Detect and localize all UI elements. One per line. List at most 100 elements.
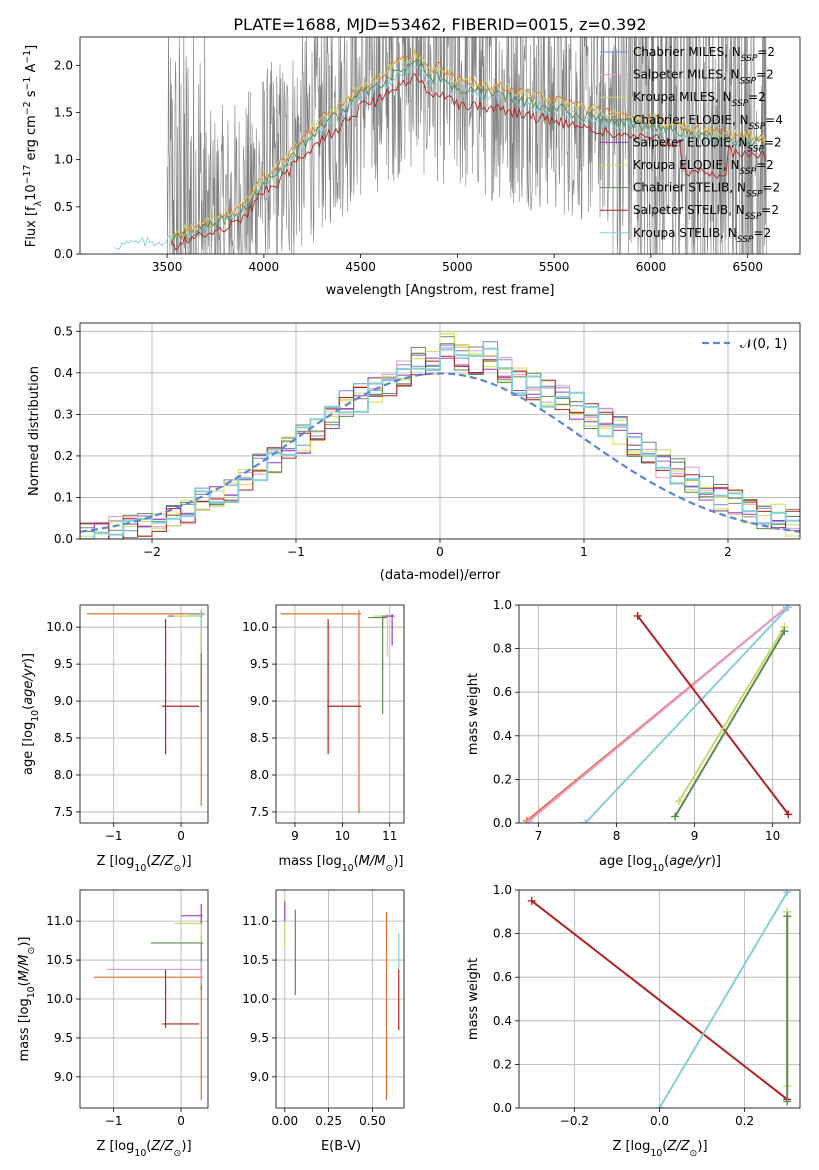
- mass-ebv-ytick-label: 9.5: [250, 1031, 269, 1045]
- residual-xtick-label: 2: [724, 545, 732, 559]
- mw-z-ytick-label: 0.8: [493, 927, 512, 941]
- residual-xtick-label: −2: [143, 545, 161, 559]
- mw-age-ytick-label: 0.2: [493, 772, 512, 786]
- mass-ebv-xtick-label: 0.00: [271, 1114, 298, 1128]
- spectrum-xlabel: wavelength [Angstrom, rest frame]: [326, 283, 555, 298]
- age-mass-ytick-label: 9.0: [250, 694, 269, 708]
- mw-age-frame: [518, 604, 801, 824]
- residual-plot-area: [80, 323, 800, 539]
- mass-ebv-xlabel: E(B-V): [321, 1139, 361, 1154]
- mw-z-ylabel: mass weight: [466, 958, 481, 1040]
- mw-z-weight-marker: [783, 890, 792, 897]
- mw-age-xlabel: age [log10(age/yr)]: [599, 854, 721, 874]
- mass-z-xlabel: Z [log10(Z/Z⊙)]: [96, 1139, 191, 1159]
- age-z-xtick-label: 0: [177, 829, 185, 843]
- age-z-xtick-label: −1: [105, 829, 123, 843]
- age-ylabel: age [log10(age/yr)]: [21, 653, 41, 775]
- mass-ebv-ytick-label: 9.0: [250, 1070, 269, 1084]
- spectrum-ytick-label: 0.5: [54, 200, 73, 214]
- spectrum-legend-label: Kroupa ELODIE, NSSP=2: [633, 158, 774, 177]
- residual-ytick-label: 0.1: [54, 490, 73, 504]
- mw-z-weight-marker: [783, 1097, 792, 1106]
- mass-z-ytick-label: 9.5: [54, 1031, 73, 1045]
- residual-xlabel: (data-model)/error: [380, 568, 501, 583]
- mw-age-weight-marker: [633, 611, 642, 620]
- mw-age-ytick-label: 1.0: [493, 598, 512, 612]
- spectrum-xtick-label: 5500: [539, 260, 570, 274]
- age-mass-xlabel: mass [log10(M/M⊙)]: [279, 854, 404, 874]
- mw-age-ytick-label: 0.4: [493, 729, 512, 743]
- age-z-ytick-label: 10.0: [46, 620, 73, 634]
- mw-age-weight-marker: [525, 816, 534, 823]
- mw-z-ytick-label: 0.6: [493, 970, 512, 984]
- mw-z-xlabel: Z [log10(Z/Z⊙)]: [612, 1139, 707, 1159]
- spectrum-model-line: [170, 49, 766, 240]
- mw-age-ylabel: mass weight: [466, 673, 481, 755]
- residual-histogram-step: [80, 347, 800, 539]
- residual-panel: −2 −1 0 1 2 0.0 0.1 0.2 0.3 0.4 0.5: [54, 322, 801, 559]
- spectrum-ytick-label: 1.0: [54, 153, 73, 167]
- mass-ebv-frame: [275, 889, 405, 1109]
- figure-title: PLATE=1688, MJD=53462, FIBERID=0015, z=0…: [233, 15, 646, 34]
- age-mass-ytick-label: 8.5: [250, 731, 269, 745]
- spectrum-legend-label: Salpeter STELIB, NSSP=2: [633, 203, 779, 222]
- mw-z-weight-marker: [527, 896, 536, 905]
- mw-age-plot-area: [519, 605, 800, 823]
- spectrum-ytick-label: 2.0: [54, 58, 73, 72]
- mw-z-frame: [518, 889, 801, 1109]
- age-mass-xtick-label: 11: [382, 829, 397, 843]
- age-z-ytick-label: 9.0: [54, 694, 73, 708]
- mass-z-xtick-label: −1: [105, 1114, 123, 1128]
- spectrum-legend-label: Chabrier MILES, NSSP=2: [633, 45, 775, 64]
- mw-age-weight-line: [528, 606, 788, 822]
- mw-age-weight-marker: [581, 819, 590, 823]
- mass-z-ytick-label: 11.0: [46, 914, 73, 928]
- age-mass-plot-area: [276, 605, 404, 823]
- mw-age-weight-line: [584, 606, 790, 823]
- spectrum-legend-label: Chabrier STELIB, NSSP=2: [633, 181, 780, 200]
- spectrum-legend-label: Salpeter MILES, NSSP=2: [633, 68, 774, 87]
- age-mass-ytick-label: 10.0: [242, 620, 269, 634]
- residual-xtick-label: 0: [436, 545, 444, 559]
- mw-z-ytick-label: 1.0: [493, 883, 512, 897]
- mass-ebv-ytick-label: 11.0: [242, 914, 269, 928]
- spectrum-panel: 3500 4000 4500 5000 5500 6000 6500 0.0 0.5 1.0 1.5…: [54, 36, 801, 274]
- mw-z-ytick-label: 0.4: [493, 1014, 512, 1028]
- mw-z-panel: −0.2 0.0 0.2 0.0 0.2 0.4 0.6 0.8 1.0: [493, 883, 801, 1128]
- spectrum-ylabel: Flux [fλ10−17 erg cm−2 s−1 A−1]: [22, 45, 44, 247]
- mw-age-ytick-label: 0.6: [493, 685, 512, 699]
- age-mass-xtick-label: 10: [335, 829, 350, 843]
- spectrum-model-line: [170, 58, 766, 246]
- mw-age-weight-marker: [671, 812, 680, 821]
- residual-xtick-label: 1: [580, 545, 588, 559]
- mass-ylabel: mass [log10(M/M⊙)]: [17, 937, 37, 1062]
- mw-age-weight-line: [636, 615, 790, 815]
- age-z-ytick-label: 8.0: [54, 768, 73, 782]
- age-z-ytick-label: 9.5: [54, 657, 73, 671]
- mass-z-ytick-label: 10.5: [46, 953, 73, 967]
- mw-age-xtick-label: 7: [535, 829, 543, 843]
- spectrum-model-line: [170, 73, 766, 251]
- spectrum-legend-label: Kroupa MILES, NSSP=2: [633, 90, 766, 109]
- age-z-ytick-label: 8.5: [54, 731, 73, 745]
- mw-z-plot-area: [519, 890, 800, 1108]
- mw-age-weight-marker: [780, 627, 789, 636]
- residual-histogram-step: [80, 333, 800, 539]
- age-z-frame: [79, 604, 209, 824]
- residual-ylabel: Normed distribution: [27, 366, 42, 496]
- mw-age-xtick-label: 8: [613, 829, 621, 843]
- spectrum-xtick-label: 3500: [152, 260, 183, 274]
- mass-ebv-ytick-label: 10.5: [242, 953, 269, 967]
- residual-frame: [79, 322, 801, 540]
- mass-z-xtick-label: 0: [177, 1114, 185, 1128]
- mw-age-xtick-label: 9: [691, 829, 699, 843]
- spectrum-xtick-label: 6000: [636, 260, 667, 274]
- age-z-ytick-label: 7.5: [54, 805, 73, 819]
- residual-xtick-label: −1: [287, 545, 305, 559]
- residual-ytick-label: 0.5: [54, 324, 73, 338]
- mw-age-ytick-label: 0.8: [493, 642, 512, 656]
- age-z-plot-area: [80, 605, 208, 823]
- spectrum-legend-label: Salpeter ELODIE, NSSP=2: [633, 135, 782, 154]
- mw-age-xtick-label: 10: [765, 829, 780, 843]
- residual-legend-label: 𝒩(0, 1): [740, 337, 787, 352]
